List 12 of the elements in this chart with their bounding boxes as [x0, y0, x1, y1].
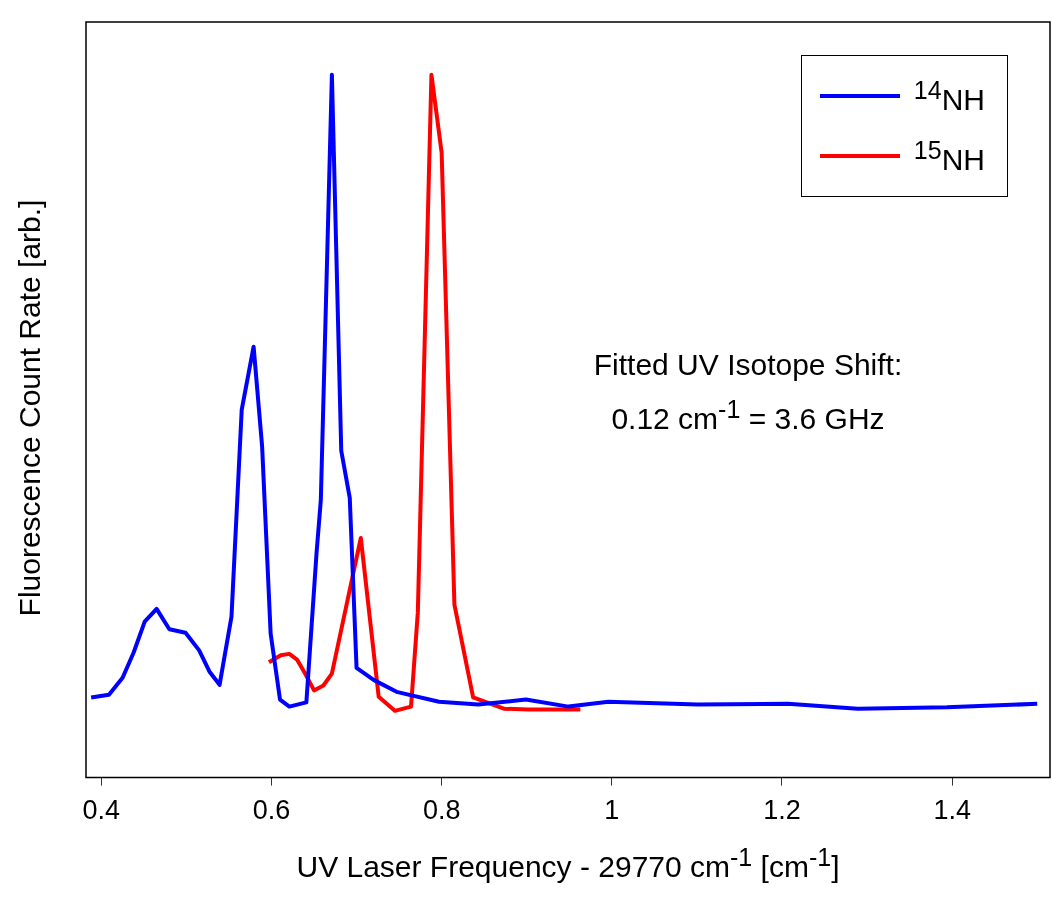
x-tick-label: 0.4 — [82, 795, 121, 826]
y-axis-title: Fluorescence Count Rate [arb.] — [13, 199, 47, 617]
legend-label: $^{14}$NH — [913, 75, 985, 117]
x-tick-label: 1.4 — [933, 795, 971, 826]
x-tick-label: 0.6 — [252, 795, 291, 826]
annotation: Fitted UV Isotope Shift: — [593, 347, 903, 383]
x-tick-label: 1 — [604, 795, 620, 826]
x-tick-label: 1.2 — [763, 795, 801, 826]
legend-label: $^{15}$NH — [913, 135, 985, 177]
x-axis-title: UV Laser Frequency - 29770 cm$^{-1}$ [cm$^{-1}$] — [295, 842, 841, 884]
annotation: 0.12 cm$^{-1}$ = 3.6 GHz — [610, 394, 886, 437]
x-tick-label: 0.8 — [422, 795, 461, 826]
